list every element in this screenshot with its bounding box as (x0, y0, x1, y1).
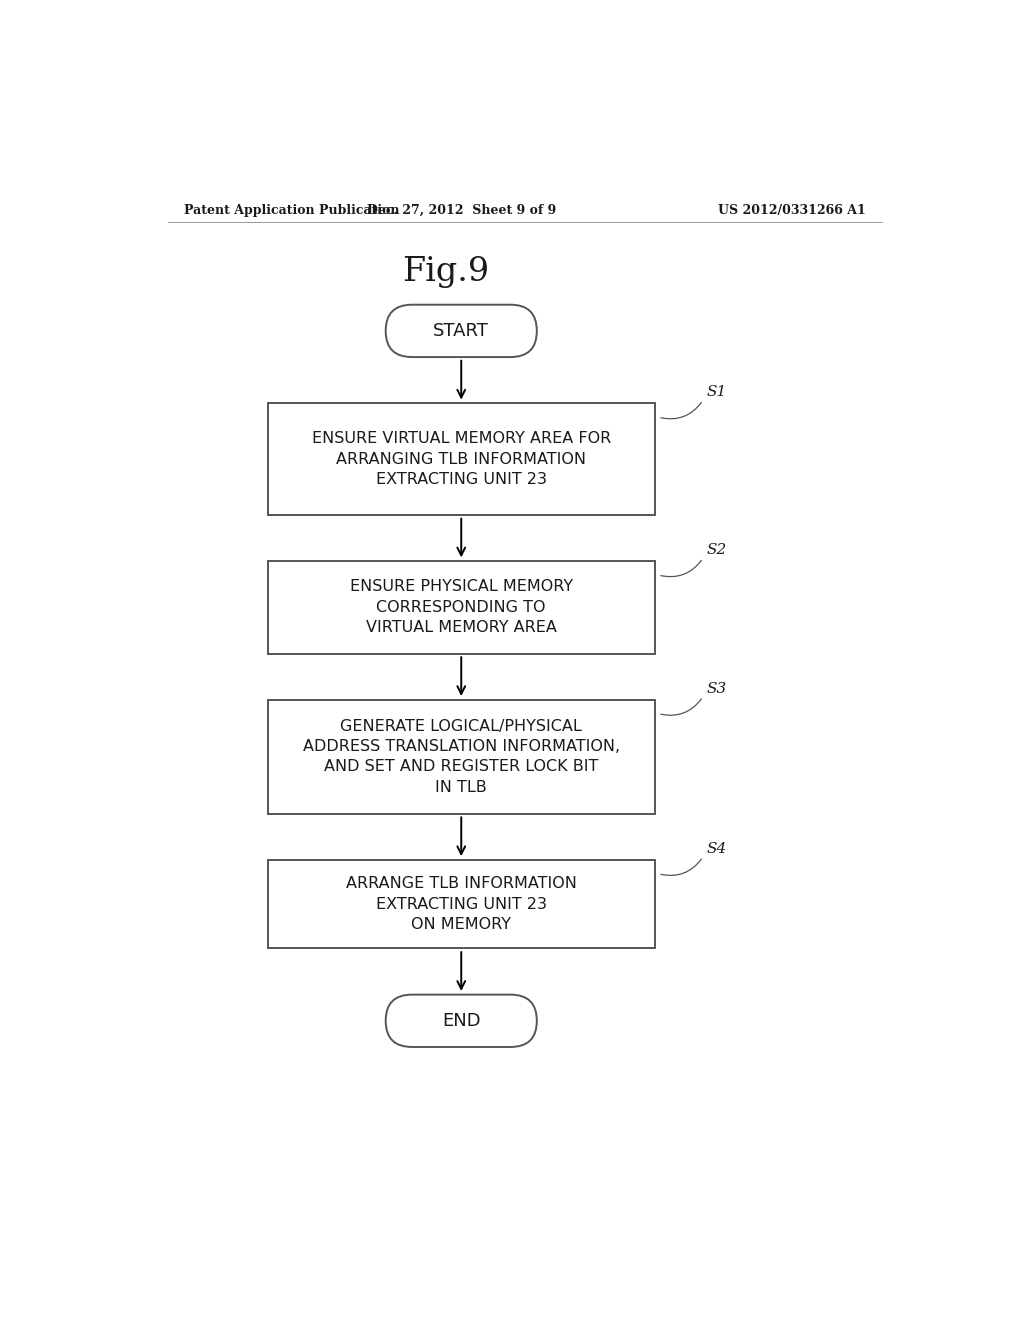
Text: Fig.9: Fig.9 (402, 256, 489, 288)
Text: US 2012/0331266 A1: US 2012/0331266 A1 (718, 205, 866, 218)
Text: ENSURE PHYSICAL MEMORY
CORRESPONDING TO
VIRTUAL MEMORY AREA: ENSURE PHYSICAL MEMORY CORRESPONDING TO … (349, 579, 572, 635)
Bar (267, 404, 655, 515)
Text: GENERATE LOGICAL/PHYSICAL
ADDRESS TRANSLATION INFORMATION,
AND SET AND REGISTER : GENERATE LOGICAL/PHYSICAL ADDRESS TRANSL… (303, 718, 620, 795)
Text: START: START (433, 322, 489, 339)
Bar (267, 859, 655, 948)
Text: S3: S3 (707, 682, 726, 696)
Text: S4: S4 (707, 842, 726, 857)
Text: END: END (442, 1012, 480, 1030)
Text: ARRANGE TLB INFORMATION
EXTRACTING UNIT 23
ON MEMORY: ARRANGE TLB INFORMATION EXTRACTING UNIT … (346, 876, 577, 932)
Bar (267, 561, 655, 653)
FancyBboxPatch shape (386, 305, 537, 358)
Text: ENSURE VIRTUAL MEMORY AREA FOR
ARRANGING TLB INFORMATION
EXTRACTING UNIT 23: ENSURE VIRTUAL MEMORY AREA FOR ARRANGING… (311, 432, 611, 487)
Bar (267, 700, 655, 813)
Text: S1: S1 (707, 385, 726, 400)
Text: Dec. 27, 2012  Sheet 9 of 9: Dec. 27, 2012 Sheet 9 of 9 (367, 205, 556, 218)
Text: Patent Application Publication: Patent Application Publication (183, 205, 399, 218)
FancyBboxPatch shape (386, 995, 537, 1047)
Text: S2: S2 (707, 544, 726, 557)
